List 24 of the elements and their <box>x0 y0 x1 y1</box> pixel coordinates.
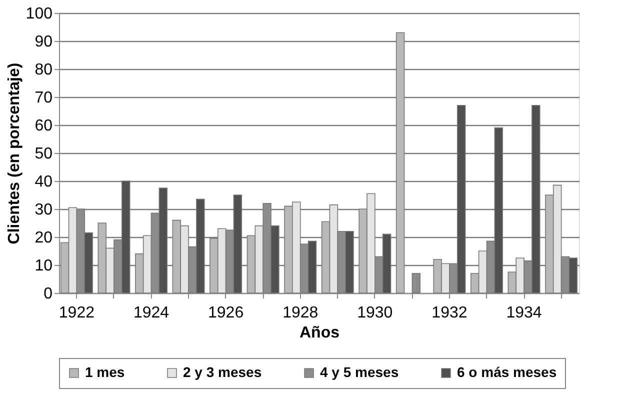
y-tick-label: 30 <box>34 202 53 218</box>
y-tick-label: 0 <box>44 286 53 302</box>
y-tick-label: 40 <box>34 174 53 190</box>
x-tick-label: 1922 <box>58 304 95 322</box>
x-tick-label: 1928 <box>282 304 318 322</box>
y-tick-label: 100 <box>26 6 53 22</box>
legend-label: 2 y 3 meses <box>183 364 262 380</box>
x-tick-label: 1934 <box>506 304 542 322</box>
legend-label: 1 mes <box>85 364 125 380</box>
x-axis-title: Años <box>300 324 340 342</box>
y-tick-label: 50 <box>34 146 53 162</box>
y-tick-label: 80 <box>34 62 53 78</box>
x-tick-label: 1926 <box>208 304 244 322</box>
x-tick-label: 1924 <box>133 304 170 322</box>
y-tick-label: 90 <box>34 34 53 50</box>
y-tick-label: 10 <box>34 258 53 274</box>
x-tick-label: 1930 <box>357 304 393 322</box>
y-tick-label: 60 <box>34 118 53 134</box>
y-tick-label: 20 <box>34 230 53 246</box>
y-axis-title: Clientes (en porcentaje) <box>6 62 23 244</box>
legend-label: 6 o más meses <box>457 364 557 380</box>
legend-label: 4 y 5 meses <box>320 364 399 380</box>
y-tick-label: 70 <box>34 90 53 106</box>
x-tick-label: 1932 <box>432 304 468 322</box>
